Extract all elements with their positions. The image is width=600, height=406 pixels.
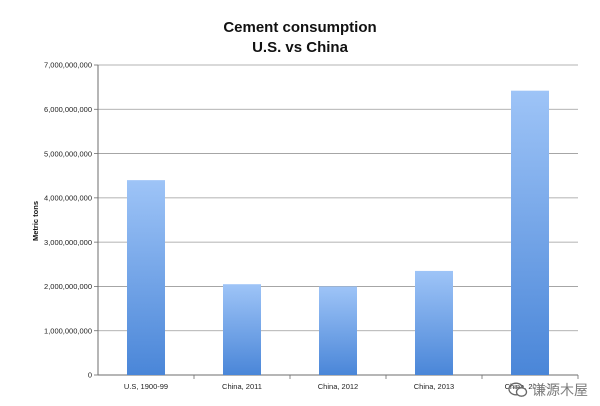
y-tick-label: 3,000,000,000 [44, 238, 92, 247]
y-tick-label: 4,000,000,000 [44, 194, 92, 203]
watermark-text: 谦源木屋 [532, 383, 588, 399]
wechat-icon [508, 382, 528, 398]
y-tick-label: 1,000,000,000 [44, 326, 92, 335]
chart-subtitle: U.S. vs China [252, 39, 349, 56]
bar-4 [511, 90, 549, 375]
x-tick-label: China, 2012 [318, 382, 358, 391]
bars [127, 90, 549, 375]
chart-title: Cement consumption [223, 19, 376, 36]
x-axis-ticks: U.S, 1900-99 China, 2011 China, 2012 China,… [124, 375, 579, 391]
bar-3 [415, 270, 453, 375]
x-tick-label: China, 2011-13 [505, 382, 556, 391]
bar-1 [223, 284, 261, 375]
y-tick-label: 5,000,000,000 [44, 149, 92, 158]
watermark: 谦源木屋 [508, 380, 588, 400]
y-tick-label: 6,000,000,000 [44, 105, 92, 114]
x-tick-label: U.S, 1900-99 [124, 382, 168, 391]
bar-2 [319, 286, 357, 375]
x-tick-label: China, 2013 [414, 382, 454, 391]
y-axis-ticks: 0 1,000,000,000 2,000,000,000 3,000,000,000… [44, 61, 92, 380]
y-tick-label: 7,000,000,000 [44, 61, 92, 70]
y-tick-label: 2,000,000,000 [44, 282, 92, 291]
y-axis-label: Metric tons [31, 201, 40, 241]
x-tick-label: China, 2011 [222, 382, 262, 391]
y-tick-label: 0 [88, 371, 92, 380]
bar-0 [127, 180, 165, 375]
